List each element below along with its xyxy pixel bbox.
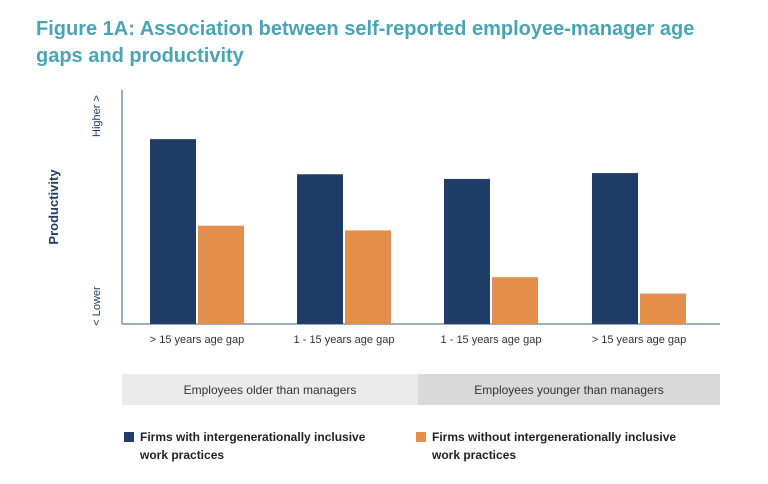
bar-without-2	[345, 230, 391, 324]
legend-label: Firms with intergenerationally inclusive…	[140, 430, 366, 462]
legend-label: Firms without intergenerationally inclus…	[432, 430, 677, 462]
bar-without-3	[492, 277, 538, 324]
group-band-younger: Employees younger than managers	[418, 374, 720, 405]
bar-with-3	[444, 178, 490, 324]
x-tick-label: 1 - 15 years age gap	[441, 334, 542, 346]
bar-with-4	[592, 173, 638, 324]
x-tick-label: > 15 years age gap	[150, 334, 245, 346]
legend-item-without: Firms without intergenerationally inclus…	[416, 428, 686, 464]
y-axis-low-label: < Lower	[91, 286, 103, 326]
group-band-older: Employees older than managers	[122, 374, 418, 405]
y-axis-high-label: Higher >	[91, 95, 103, 137]
legend-swatch-navy	[124, 432, 134, 442]
bar-with-1	[150, 139, 196, 324]
bar-without-1	[198, 225, 244, 324]
x-tick-label: > 15 years age gap	[592, 334, 687, 346]
legend-item-with: Firms with intergenerationally inclusive…	[124, 428, 384, 464]
y-axis-label: Productivity	[46, 169, 61, 245]
legend-swatch-orange	[416, 432, 426, 442]
bar-without-4	[640, 293, 686, 324]
chart-title: Figure 1A: Association between self-repo…	[36, 18, 695, 67]
bar-chart: Productivity Higher > < Lower > 15 years ag…	[46, 90, 720, 346]
x-tick-label: 1 - 15 years age gap	[294, 334, 395, 346]
bar-with-2	[297, 174, 343, 324]
